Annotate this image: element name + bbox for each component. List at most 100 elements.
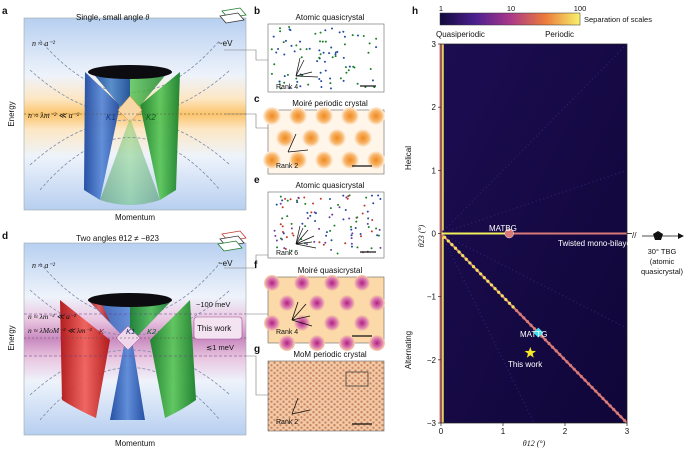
atom-dot (356, 216, 359, 219)
panel-e-rank: Rank 6 (276, 250, 298, 257)
diagonal-dot (515, 308, 519, 313)
atom-dot (306, 211, 309, 214)
diagonal-dot (540, 334, 544, 338)
moire-spot (302, 129, 320, 147)
atom-dot (310, 211, 313, 214)
atom-dot (329, 229, 332, 232)
atom-dot (322, 243, 325, 246)
panel-a-density-mid: n ≈ λm⁻² ≪ a⁻² (28, 111, 80, 120)
atom-dot (334, 53, 337, 56)
atom-dot (370, 194, 373, 197)
panel-e-lattice: Rank 6 (267, 191, 385, 259)
atom-dot (319, 53, 322, 56)
x-tick-label: 0 (439, 427, 444, 436)
panel-c-rank: Rank 2 (276, 163, 298, 170)
atom-dot (283, 247, 286, 250)
diagonal-dot (497, 290, 501, 294)
atom-dot (313, 211, 316, 214)
diagonal-dot (612, 407, 616, 412)
atom-dot (328, 52, 331, 55)
diagonal-dot (568, 363, 573, 368)
diagonal-dot (529, 323, 533, 327)
atom-dot (313, 240, 316, 243)
moire-spot (264, 275, 280, 291)
colorbar-periodic: Periodic (545, 30, 574, 39)
moire-spot (263, 107, 281, 125)
atom-dot (355, 220, 358, 223)
diagonal-dot (457, 250, 461, 254)
panel-g-rank-vectors (291, 397, 311, 415)
y-tick-label: −3 (427, 419, 437, 428)
plot-axes: 0 1 2 3 3 2 1 0 −1 −2 −3 (427, 40, 632, 436)
atom-dot (351, 34, 354, 37)
panel-a-density-top: n ≈ a⁻² (32, 39, 56, 48)
atom-dot (378, 228, 381, 231)
atom-dot (288, 87, 291, 90)
atom-dot (297, 196, 300, 199)
atom-dot (300, 56, 303, 59)
atom-dot (270, 48, 273, 51)
atom-dot (304, 202, 307, 205)
atom-dot (308, 47, 311, 50)
diagonal-dot (615, 411, 619, 415)
atom-dot (285, 236, 288, 239)
atom-dot (314, 219, 317, 222)
colorbar-quasiperiodic: Quasiperiodic (436, 30, 485, 39)
atom-dot (279, 237, 282, 240)
atom-dot (279, 30, 282, 33)
atom-dot (368, 42, 371, 45)
atom-dot (299, 48, 302, 51)
atom-dot (333, 224, 336, 227)
panel-a-band-diagram: n ≈ a⁻² ~eV n ≈ λm⁻² ≪ a⁻² K1 K2 Single,… (23, 7, 247, 211)
diagonal-dot (493, 286, 497, 291)
atom-dot (320, 80, 323, 83)
diagonal-dot (489, 283, 494, 287)
colorbar-tick-1: 1 (439, 4, 443, 13)
atom-dot (354, 226, 357, 229)
panel-a-dirac-cones (84, 65, 180, 205)
h-mattg-label: MATTG (520, 330, 547, 339)
atom-dot (350, 242, 353, 245)
diagonal-dot (486, 279, 490, 283)
panel-d-k2: K2 (147, 327, 157, 336)
plot-diagonal-dots (443, 235, 627, 423)
atom-dot (330, 46, 333, 49)
panel-label-e: e (254, 175, 260, 186)
h-this-work-label: This work (508, 360, 543, 369)
atom-dot (331, 213, 334, 216)
diagonal-dot (450, 243, 454, 247)
atom-dot (318, 241, 321, 244)
h-tbg30-line2: (atomic (650, 257, 675, 266)
diagonal-dot (597, 393, 601, 397)
atom-dot (349, 225, 352, 228)
panel-f-lattice: Rank 4 (264, 275, 385, 351)
panel-a-title: Single, small angle θ (76, 13, 149, 22)
atom-dot (375, 46, 378, 49)
atom-dot (356, 34, 359, 37)
atom-dot (345, 196, 348, 199)
panel-g-unit-cell (345, 371, 369, 387)
atom-dot (377, 234, 380, 237)
atom-dot (296, 80, 299, 83)
moire-spot (294, 275, 310, 291)
atom-dot (329, 87, 332, 90)
atom-dot (371, 79, 374, 82)
h-axis-arrow-icon (678, 233, 684, 239)
h-axis-break: // (632, 231, 637, 240)
atom-dot (342, 218, 345, 221)
atom-dot (319, 197, 322, 200)
atom-dot (279, 87, 282, 90)
diagonal-dot (464, 257, 468, 261)
atom-dot (303, 196, 306, 199)
atom-dot (344, 242, 347, 245)
atom-dot (283, 75, 286, 78)
colorbar-tick-100: 100 (574, 4, 587, 13)
panel-e-atoms (273, 194, 382, 255)
atom-dot (329, 207, 332, 210)
atom-dot (343, 35, 346, 38)
diagonal-dot (507, 301, 512, 305)
moire-spot (263, 151, 281, 169)
panel-f-title: Moiré quasicrystal (298, 266, 363, 275)
